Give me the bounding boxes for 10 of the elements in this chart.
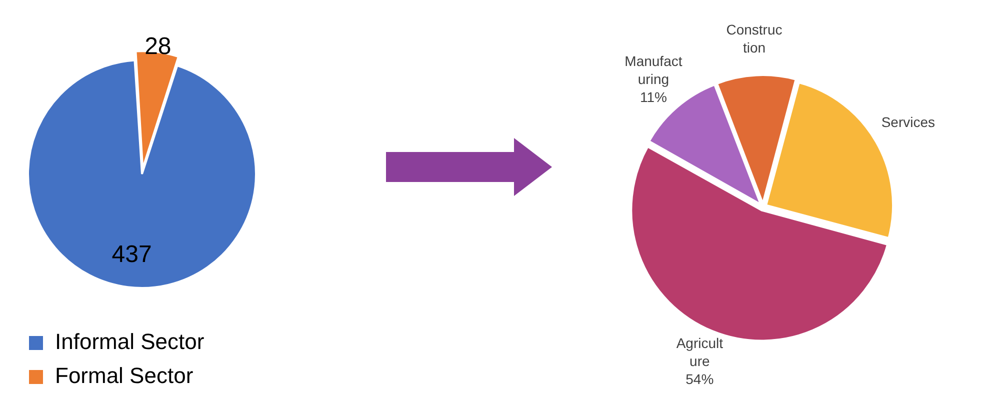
- slice-label: Construction: [726, 21, 782, 56]
- legend-label: Formal Sector: [55, 363, 194, 388]
- data-label: 437: [112, 241, 152, 268]
- data-label: 28: [144, 32, 172, 60]
- data-label: 11%: [640, 88, 667, 105]
- data-label: 54%: [686, 371, 714, 388]
- slice-label: Agriculture: [676, 335, 724, 370]
- slice-label: Services: [881, 114, 936, 130]
- legend-label: Informal Sector: [55, 329, 204, 354]
- slice-label: Manufacturing: [624, 52, 682, 87]
